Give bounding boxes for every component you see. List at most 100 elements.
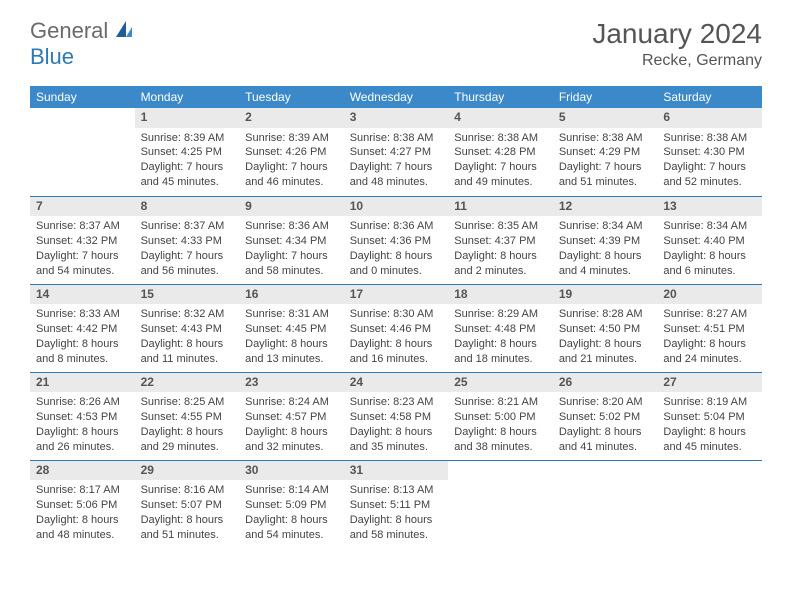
day-line: Sunrise: 8:31 AM	[245, 307, 338, 322]
day-cell: 24Sunrise: 8:23 AMSunset: 4:58 PMDayligh…	[344, 372, 449, 460]
day-number: 9	[239, 197, 344, 217]
day-number: 8	[135, 197, 240, 217]
day-line: Daylight: 8 hours	[350, 425, 443, 440]
empty-day	[448, 461, 553, 479]
day-line: Sunrise: 8:29 AM	[454, 307, 547, 322]
day-line: Daylight: 8 hours	[559, 337, 652, 352]
day-line: and 16 minutes.	[350, 352, 443, 367]
day-line: Sunrise: 8:34 AM	[559, 219, 652, 234]
day-line: Sunset: 4:36 PM	[350, 234, 443, 249]
day-line: Daylight: 8 hours	[36, 513, 129, 528]
week-row: 7Sunrise: 8:37 AMSunset: 4:32 PMDaylight…	[30, 196, 762, 284]
day-line: Sunrise: 8:25 AM	[141, 395, 234, 410]
day-line: Sunrise: 8:36 AM	[350, 219, 443, 234]
day-line: Sunrise: 8:28 AM	[559, 307, 652, 322]
day-line: and 2 minutes.	[454, 264, 547, 279]
day-body: Sunrise: 8:28 AMSunset: 4:50 PMDaylight:…	[553, 304, 658, 370]
day-line: Sunrise: 8:32 AM	[141, 307, 234, 322]
day-line: Sunrise: 8:39 AM	[245, 131, 338, 146]
day-cell	[448, 460, 553, 548]
day-line: and 21 minutes.	[559, 352, 652, 367]
day-line: and 32 minutes.	[245, 440, 338, 455]
dow-tue: Tuesday	[239, 86, 344, 108]
day-line: Daylight: 8 hours	[245, 337, 338, 352]
day-body: Sunrise: 8:33 AMSunset: 4:42 PMDaylight:…	[30, 304, 135, 370]
day-line: and 24 minutes.	[663, 352, 756, 367]
day-cell: 29Sunrise: 8:16 AMSunset: 5:07 PMDayligh…	[135, 460, 240, 548]
day-line: Sunset: 5:11 PM	[350, 498, 443, 513]
day-line: Daylight: 7 hours	[245, 249, 338, 264]
day-line: Sunset: 5:06 PM	[36, 498, 129, 513]
day-line: Sunrise: 8:17 AM	[36, 483, 129, 498]
day-line: Sunset: 4:51 PM	[663, 322, 756, 337]
day-line: Daylight: 8 hours	[454, 425, 547, 440]
day-line: Sunset: 4:55 PM	[141, 410, 234, 425]
day-cell: 6Sunrise: 8:38 AMSunset: 4:30 PMDaylight…	[657, 108, 762, 196]
day-line: Sunset: 5:04 PM	[663, 410, 756, 425]
day-line: Sunset: 4:48 PM	[454, 322, 547, 337]
day-number: 18	[448, 285, 553, 305]
day-number: 27	[657, 373, 762, 393]
day-line: and 35 minutes.	[350, 440, 443, 455]
day-cell: 25Sunrise: 8:21 AMSunset: 5:00 PMDayligh…	[448, 372, 553, 460]
day-line: Sunrise: 8:19 AM	[663, 395, 756, 410]
day-number: 6	[657, 108, 762, 128]
day-line: and 18 minutes.	[454, 352, 547, 367]
day-cell: 22Sunrise: 8:25 AMSunset: 4:55 PMDayligh…	[135, 372, 240, 460]
day-number: 20	[657, 285, 762, 305]
day-number: 5	[553, 108, 658, 128]
logo-text-blue-wrap: Blue	[30, 44, 74, 70]
day-number: 23	[239, 373, 344, 393]
dow-row: Sunday Monday Tuesday Wednesday Thursday…	[30, 86, 762, 108]
day-line: and 13 minutes.	[245, 352, 338, 367]
day-line: Daylight: 8 hours	[141, 513, 234, 528]
day-line: and 26 minutes.	[36, 440, 129, 455]
day-line: Daylight: 8 hours	[663, 425, 756, 440]
day-line: and 4 minutes.	[559, 264, 652, 279]
day-line: Daylight: 7 hours	[350, 160, 443, 175]
day-line: Sunrise: 8:26 AM	[36, 395, 129, 410]
day-body: Sunrise: 8:39 AMSunset: 4:25 PMDaylight:…	[135, 128, 240, 194]
day-line: Sunset: 5:00 PM	[454, 410, 547, 425]
day-line: and 51 minutes.	[141, 528, 234, 543]
day-cell: 19Sunrise: 8:28 AMSunset: 4:50 PMDayligh…	[553, 284, 658, 372]
day-line: and 0 minutes.	[350, 264, 443, 279]
week-row: 28Sunrise: 8:17 AMSunset: 5:06 PMDayligh…	[30, 460, 762, 548]
day-line: and 29 minutes.	[141, 440, 234, 455]
day-cell: 13Sunrise: 8:34 AMSunset: 4:40 PMDayligh…	[657, 196, 762, 284]
logo-text-blue: Blue	[30, 44, 74, 69]
day-cell: 21Sunrise: 8:26 AMSunset: 4:53 PMDayligh…	[30, 372, 135, 460]
day-body: Sunrise: 8:38 AMSunset: 4:30 PMDaylight:…	[657, 128, 762, 194]
day-line: Daylight: 8 hours	[36, 425, 129, 440]
day-body: Sunrise: 8:34 AMSunset: 4:40 PMDaylight:…	[657, 216, 762, 282]
title-block: January 2024 Recke, Germany	[592, 18, 762, 70]
day-body: Sunrise: 8:36 AMSunset: 4:34 PMDaylight:…	[239, 216, 344, 282]
day-line: and 58 minutes.	[245, 264, 338, 279]
day-body: Sunrise: 8:38 AMSunset: 4:29 PMDaylight:…	[553, 128, 658, 194]
day-body: Sunrise: 8:13 AMSunset: 5:11 PMDaylight:…	[344, 480, 449, 546]
day-line: Sunrise: 8:37 AM	[141, 219, 234, 234]
day-line: and 38 minutes.	[454, 440, 547, 455]
day-number: 28	[30, 461, 135, 481]
day-line: and 8 minutes.	[36, 352, 129, 367]
day-cell: 23Sunrise: 8:24 AMSunset: 4:57 PMDayligh…	[239, 372, 344, 460]
day-line: Sunrise: 8:38 AM	[559, 131, 652, 146]
day-line: Sunrise: 8:34 AM	[663, 219, 756, 234]
day-line: Sunset: 5:02 PM	[559, 410, 652, 425]
day-line: Sunset: 4:29 PM	[559, 145, 652, 160]
day-line: Daylight: 8 hours	[350, 513, 443, 528]
header: General January 2024 Recke, Germany	[0, 0, 792, 78]
day-line: Daylight: 8 hours	[350, 249, 443, 264]
day-number: 3	[344, 108, 449, 128]
day-line: and 54 minutes.	[36, 264, 129, 279]
day-line: Sunrise: 8:38 AM	[350, 131, 443, 146]
day-cell: 4Sunrise: 8:38 AMSunset: 4:28 PMDaylight…	[448, 108, 553, 196]
day-number: 14	[30, 285, 135, 305]
empty-day	[553, 461, 658, 479]
day-line: Sunset: 4:27 PM	[350, 145, 443, 160]
day-number: 16	[239, 285, 344, 305]
day-cell: 15Sunrise: 8:32 AMSunset: 4:43 PMDayligh…	[135, 284, 240, 372]
day-cell	[657, 460, 762, 548]
day-cell: 2Sunrise: 8:39 AMSunset: 4:26 PMDaylight…	[239, 108, 344, 196]
empty-day	[657, 461, 762, 479]
